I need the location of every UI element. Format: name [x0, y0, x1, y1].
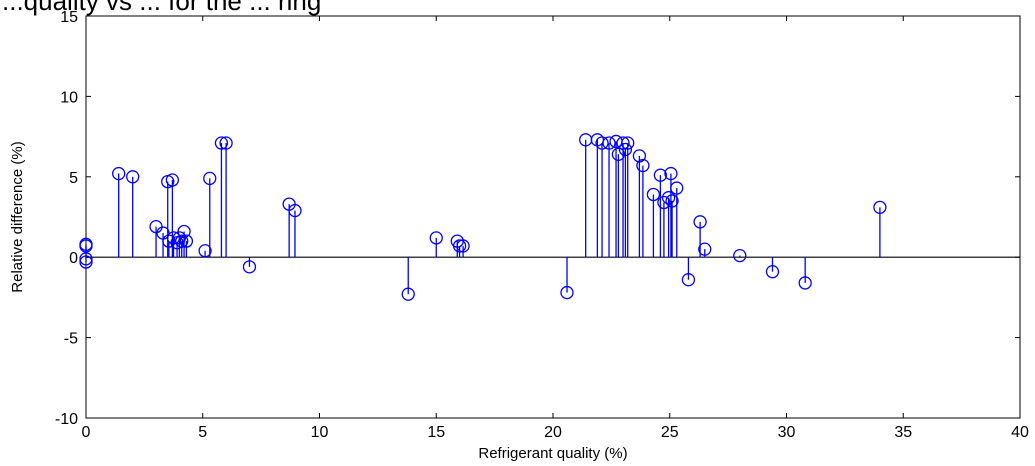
- stem-marker: [665, 194, 679, 208]
- stem-marker: [636, 158, 650, 173]
- stem-marker: [798, 276, 812, 290]
- y-tick-label: -10: [55, 411, 78, 428]
- y-tick-label: -5: [64, 331, 78, 348]
- y-tick-label: 5: [69, 170, 78, 187]
- stem-marker: [632, 149, 647, 163]
- stem-marker: [219, 136, 233, 150]
- y-tick-label: 15: [60, 9, 78, 26]
- stem-marker: [595, 136, 609, 150]
- stem-marker: [112, 166, 126, 181]
- stem-marker: [179, 234, 194, 248]
- stem-marker: [198, 244, 212, 258]
- stem-layer: [79, 133, 887, 301]
- stem-marker: [214, 136, 229, 150]
- stem-marker: [165, 173, 180, 187]
- stem-marker: [177, 224, 191, 239]
- stem-marker: [288, 203, 302, 218]
- y-tick-label: 0: [69, 250, 78, 267]
- plot-area: [85, 15, 1021, 419]
- stem-marker: [661, 191, 676, 205]
- x-axis-label: Refrigerant quality (%): [478, 445, 627, 462]
- stem-marker: [670, 181, 684, 195]
- stem-marker: [602, 136, 616, 150]
- y-tick-label: 10: [60, 89, 78, 106]
- x-tick-label: 30: [778, 424, 796, 441]
- x-tick-label: 35: [894, 424, 912, 441]
- x-tick-label: 20: [544, 424, 562, 441]
- x-tick-label: 25: [661, 424, 679, 441]
- stem-marker: [621, 136, 635, 150]
- stem-marker: [664, 166, 678, 181]
- x-tick-label: 10: [311, 424, 329, 441]
- stem-marker: [698, 242, 712, 256]
- x-tick-label: 40: [1011, 424, 1029, 441]
- chart-title: ...quality vs ... for the ... ring: [2, 0, 322, 16]
- stem-marker: [560, 285, 574, 300]
- stem-marker: [79, 237, 93, 251]
- stem-marker: [618, 142, 633, 157]
- stem-marker: [203, 171, 217, 186]
- stem-marker: [657, 195, 671, 210]
- stem-marker: [616, 136, 630, 150]
- stem-marker: [242, 260, 257, 274]
- stem-marker: [401, 287, 415, 301]
- stem-marker: [456, 239, 470, 253]
- axis-layer: 0 5 10 15 20 25 30 35 40 -10 -5 0 5 10 15: [55, 9, 1029, 441]
- stem-marker: [175, 234, 189, 248]
- stem-marker: [126, 170, 140, 184]
- stem-marker: [646, 187, 661, 202]
- stem-marker: [452, 239, 467, 253]
- x-tick-label: 15: [427, 424, 445, 441]
- x-tick-label: 0: [82, 424, 91, 441]
- stem-marker: [611, 147, 626, 161]
- stem-marker: [79, 255, 93, 269]
- stem-marker: [79, 252, 93, 266]
- stem-marker: [693, 215, 707, 229]
- stem-marker: [765, 265, 780, 279]
- x-tick-label: 5: [198, 424, 207, 441]
- y-axis-label: Relative difference (%): [9, 141, 26, 292]
- stem-marker: [873, 200, 887, 215]
- stem-marker: [429, 231, 443, 245]
- stem-marker: [733, 248, 747, 263]
- stem-marker: [681, 273, 696, 287]
- stem-marker: [653, 168, 668, 182]
